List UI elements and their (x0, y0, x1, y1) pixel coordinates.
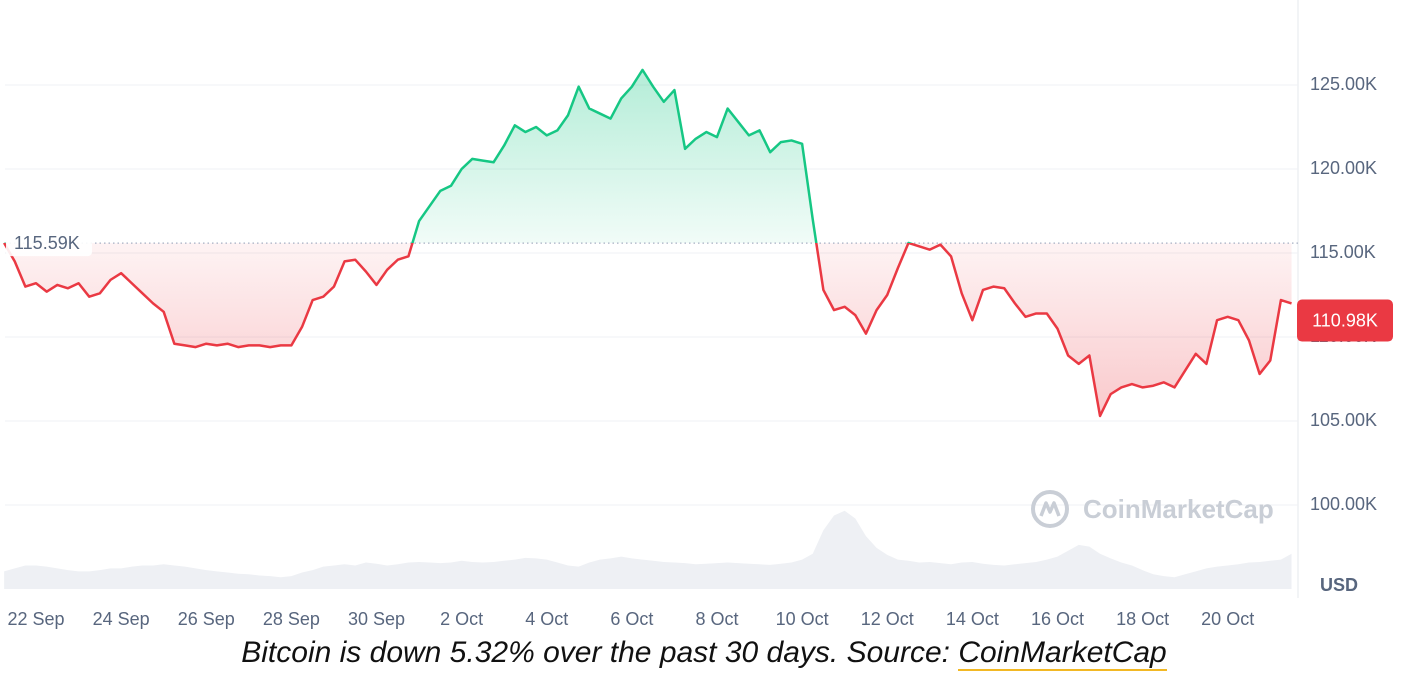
caption-link[interactable]: CoinMarketCap (958, 636, 1167, 671)
baseline-label-box (6, 230, 92, 257)
price-line (3, 68, 1292, 418)
current-price-label: 110.98K (1312, 310, 1378, 330)
x-tick-label: 10 Oct (776, 609, 829, 629)
x-tick-label: 6 Oct (610, 609, 653, 629)
y-tick-label: 100.00K (1310, 494, 1377, 514)
y-unit: USD (1320, 575, 1358, 595)
baseline-label: 115.59K (14, 233, 80, 253)
x-tick-label: 28 Sep (263, 609, 320, 629)
x-tick-label: 22 Sep (7, 609, 64, 629)
x-tick-label: 14 Oct (946, 609, 999, 629)
x-tick-label: 24 Sep (93, 609, 150, 629)
x-tick-label: 18 Oct (1116, 609, 1169, 629)
y-tick-label: 120.00K (1310, 158, 1377, 178)
x-tick-label: 20 Oct (1201, 609, 1254, 629)
x-tick-label: 26 Sep (178, 609, 235, 629)
watermark-logo-mark (1039, 501, 1061, 517)
y-tick-label: 115.00K (1310, 242, 1376, 262)
volume-area (4, 510, 1292, 589)
watermark-logo (1031, 490, 1069, 528)
y-tick-label: 105.00K (1310, 410, 1377, 430)
caption-text: Bitcoin is down 5.32% over the past 30 d… (241, 636, 959, 669)
x-tick-label: 30 Sep (348, 609, 405, 629)
x-tick-label: 2 Oct (440, 609, 483, 629)
current-price-box (1297, 299, 1393, 342)
caption: Bitcoin is down 5.32% over the past 30 d… (0, 636, 1408, 671)
x-tick-label: 12 Oct (861, 609, 914, 629)
x-tick-label: 16 Oct (1031, 609, 1084, 629)
watermark: CoinMarketCap (1031, 490, 1274, 528)
watermark-text: CoinMarketCap (1083, 494, 1274, 524)
chart: USD 100.00K105.00K110.00K115.00K120.00K1… (3, 0, 1393, 629)
x-tick-label: 8 Oct (695, 609, 738, 629)
x-tick-label: 4 Oct (525, 609, 568, 629)
price-area (4, 69, 1292, 416)
y-tick-label: 125.00K (1310, 74, 1377, 94)
